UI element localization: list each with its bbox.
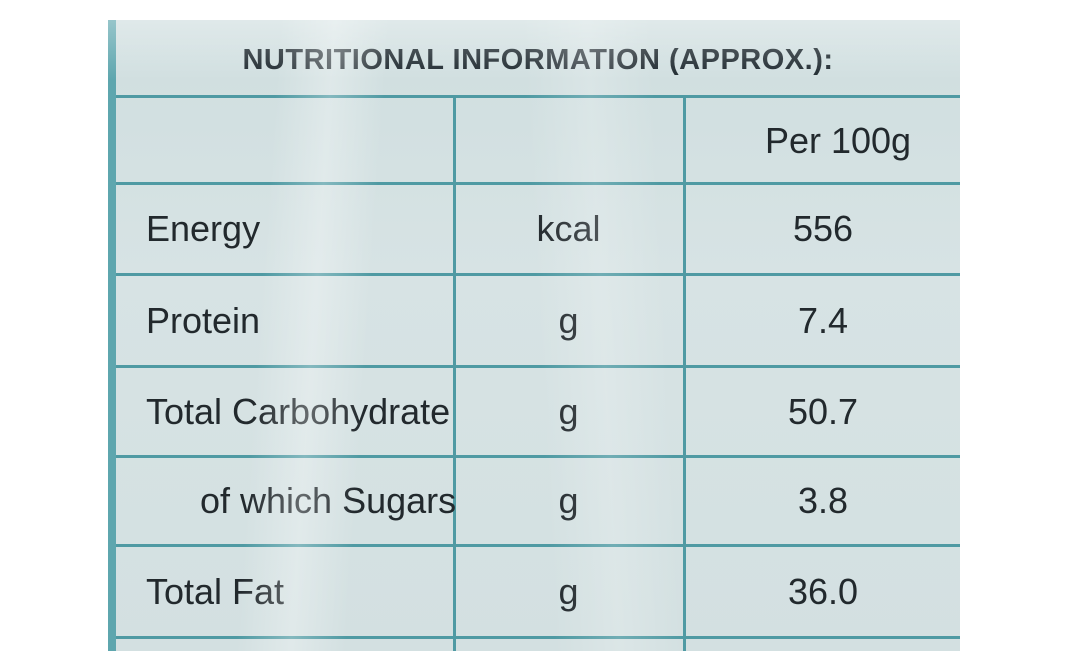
per-100g-header: Per 100g bbox=[764, 120, 912, 161]
row-value-sugars: 3.8 bbox=[797, 480, 849, 521]
row-unit-total-carbohydrate: g bbox=[558, 390, 579, 432]
table-title: NUTRITIONAL INFORMATION (APPROX.): bbox=[242, 44, 834, 76]
table-rule bbox=[116, 182, 960, 185]
row-unit-sugars: g bbox=[558, 480, 579, 521]
row-name-protein: Protein bbox=[146, 299, 261, 341]
table-title-cell: NUTRITIONAL INFORMATION (APPROX.): bbox=[116, 20, 960, 95]
table-rule bbox=[116, 636, 960, 639]
row-name-total-carbohydrate: Total Carbohydrate bbox=[146, 390, 451, 432]
table-rule bbox=[116, 95, 960, 98]
nutrition-label-photo: NUTRITIONAL INFORMATION (APPROX.): Per 1… bbox=[108, 20, 960, 651]
row-value-energy: 556 bbox=[792, 208, 854, 249]
row-name-sugars: of which Sugars bbox=[200, 480, 457, 521]
row-value-total-fat: 36.0 bbox=[787, 570, 859, 612]
row-unit-energy: kcal bbox=[536, 208, 601, 249]
label-edge-strip bbox=[108, 20, 116, 651]
table-rule bbox=[683, 95, 686, 651]
row-name-total-fat: Total Fat bbox=[146, 570, 285, 612]
table-rule bbox=[116, 365, 960, 368]
row-unit-total-fat: g bbox=[558, 570, 579, 612]
row-unit-protein: g bbox=[558, 299, 579, 341]
table-rule bbox=[453, 95, 456, 651]
row-value-total-carbohydrate: 50.7 bbox=[787, 390, 859, 432]
row-name-energy: Energy bbox=[146, 208, 261, 249]
table-rule bbox=[116, 273, 960, 276]
nutrition-table: NUTRITIONAL INFORMATION (APPROX.): Per 1… bbox=[116, 20, 960, 651]
table-rule bbox=[116, 544, 960, 547]
row-value-protein: 7.4 bbox=[797, 299, 849, 341]
table-rule bbox=[116, 455, 960, 458]
